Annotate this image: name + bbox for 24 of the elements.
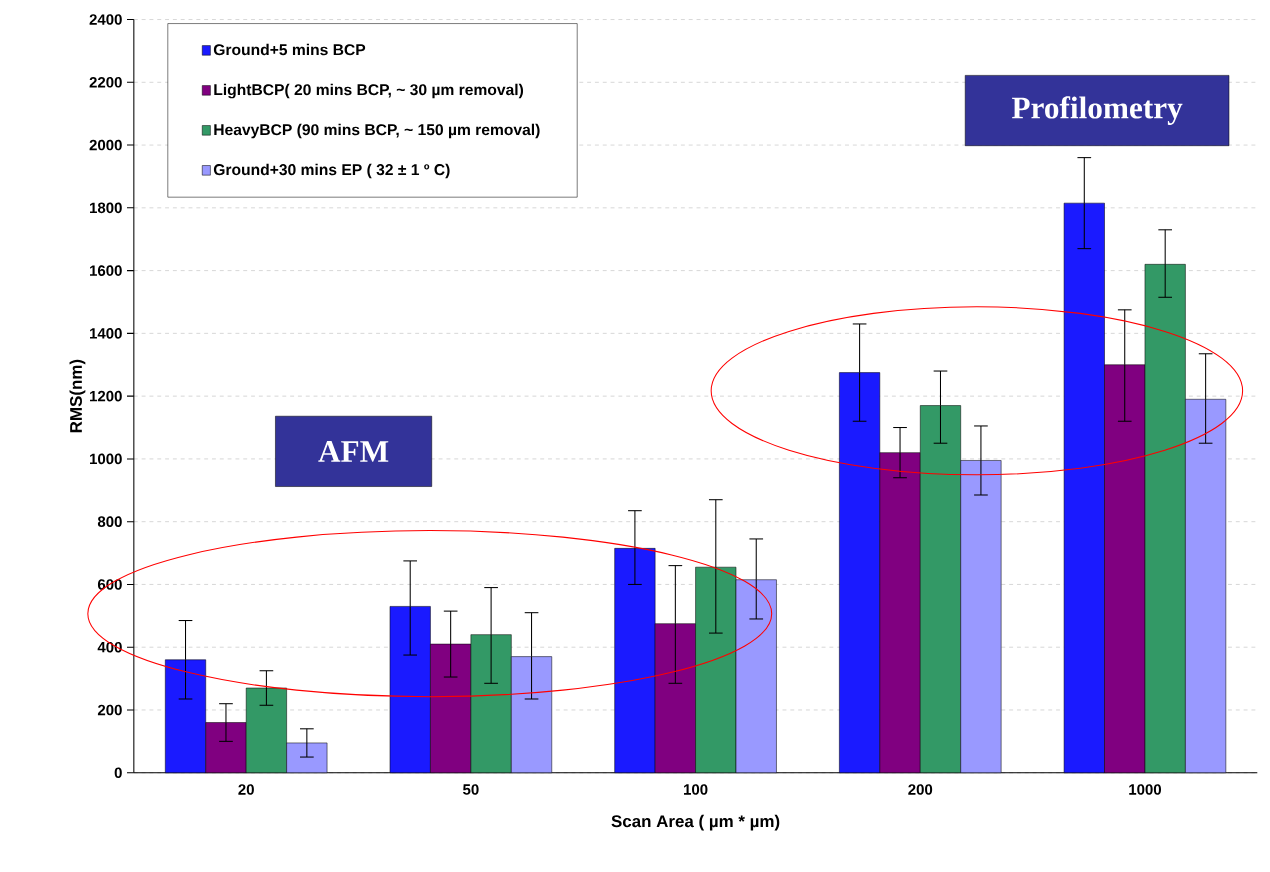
legend-label: LightBCP( 20 mins BCP, ~ 30 µm removal) (214, 83, 524, 99)
legend-label: HeavyBCP (90 mins BCP, ~ 150 µm removal) (214, 123, 540, 139)
legend-label: Ground+30 mins EP ( 32 ± 1 º C) (213, 163, 450, 179)
x-tick-label: 100 (684, 784, 708, 795)
y-tick-label: 2000 (89, 139, 122, 151)
y-tick-label: 1400 (90, 327, 122, 339)
y-tick-label: 1800 (90, 202, 122, 213)
legend-label: Ground+5 mins BCP (213, 43, 366, 56)
x-tick-label: 20 (238, 784, 254, 795)
y-tick-label: 1600 (90, 265, 122, 276)
y-tick-label: 0 (114, 767, 122, 778)
x-tick-label: 200 (908, 784, 933, 795)
x-tick-label: 50 (463, 784, 479, 795)
y-tick-label: 2200 (89, 76, 122, 88)
y-tick-label: 800 (97, 516, 122, 527)
y-axis-title: RMS(nm) (69, 359, 86, 432)
annotation: Profilometry (1011, 95, 1183, 125)
x-axis-title: Scan Area ( µm * µm) (611, 814, 780, 831)
y-tick-label: 2400 (89, 14, 122, 25)
x-tick-label: 1000 (1129, 784, 1161, 795)
y-tick-label: 1200 (90, 390, 122, 402)
y-tick-label: 200 (97, 704, 122, 716)
y-tick-label: 1000 (90, 453, 122, 465)
annotation: AFM (318, 440, 389, 462)
